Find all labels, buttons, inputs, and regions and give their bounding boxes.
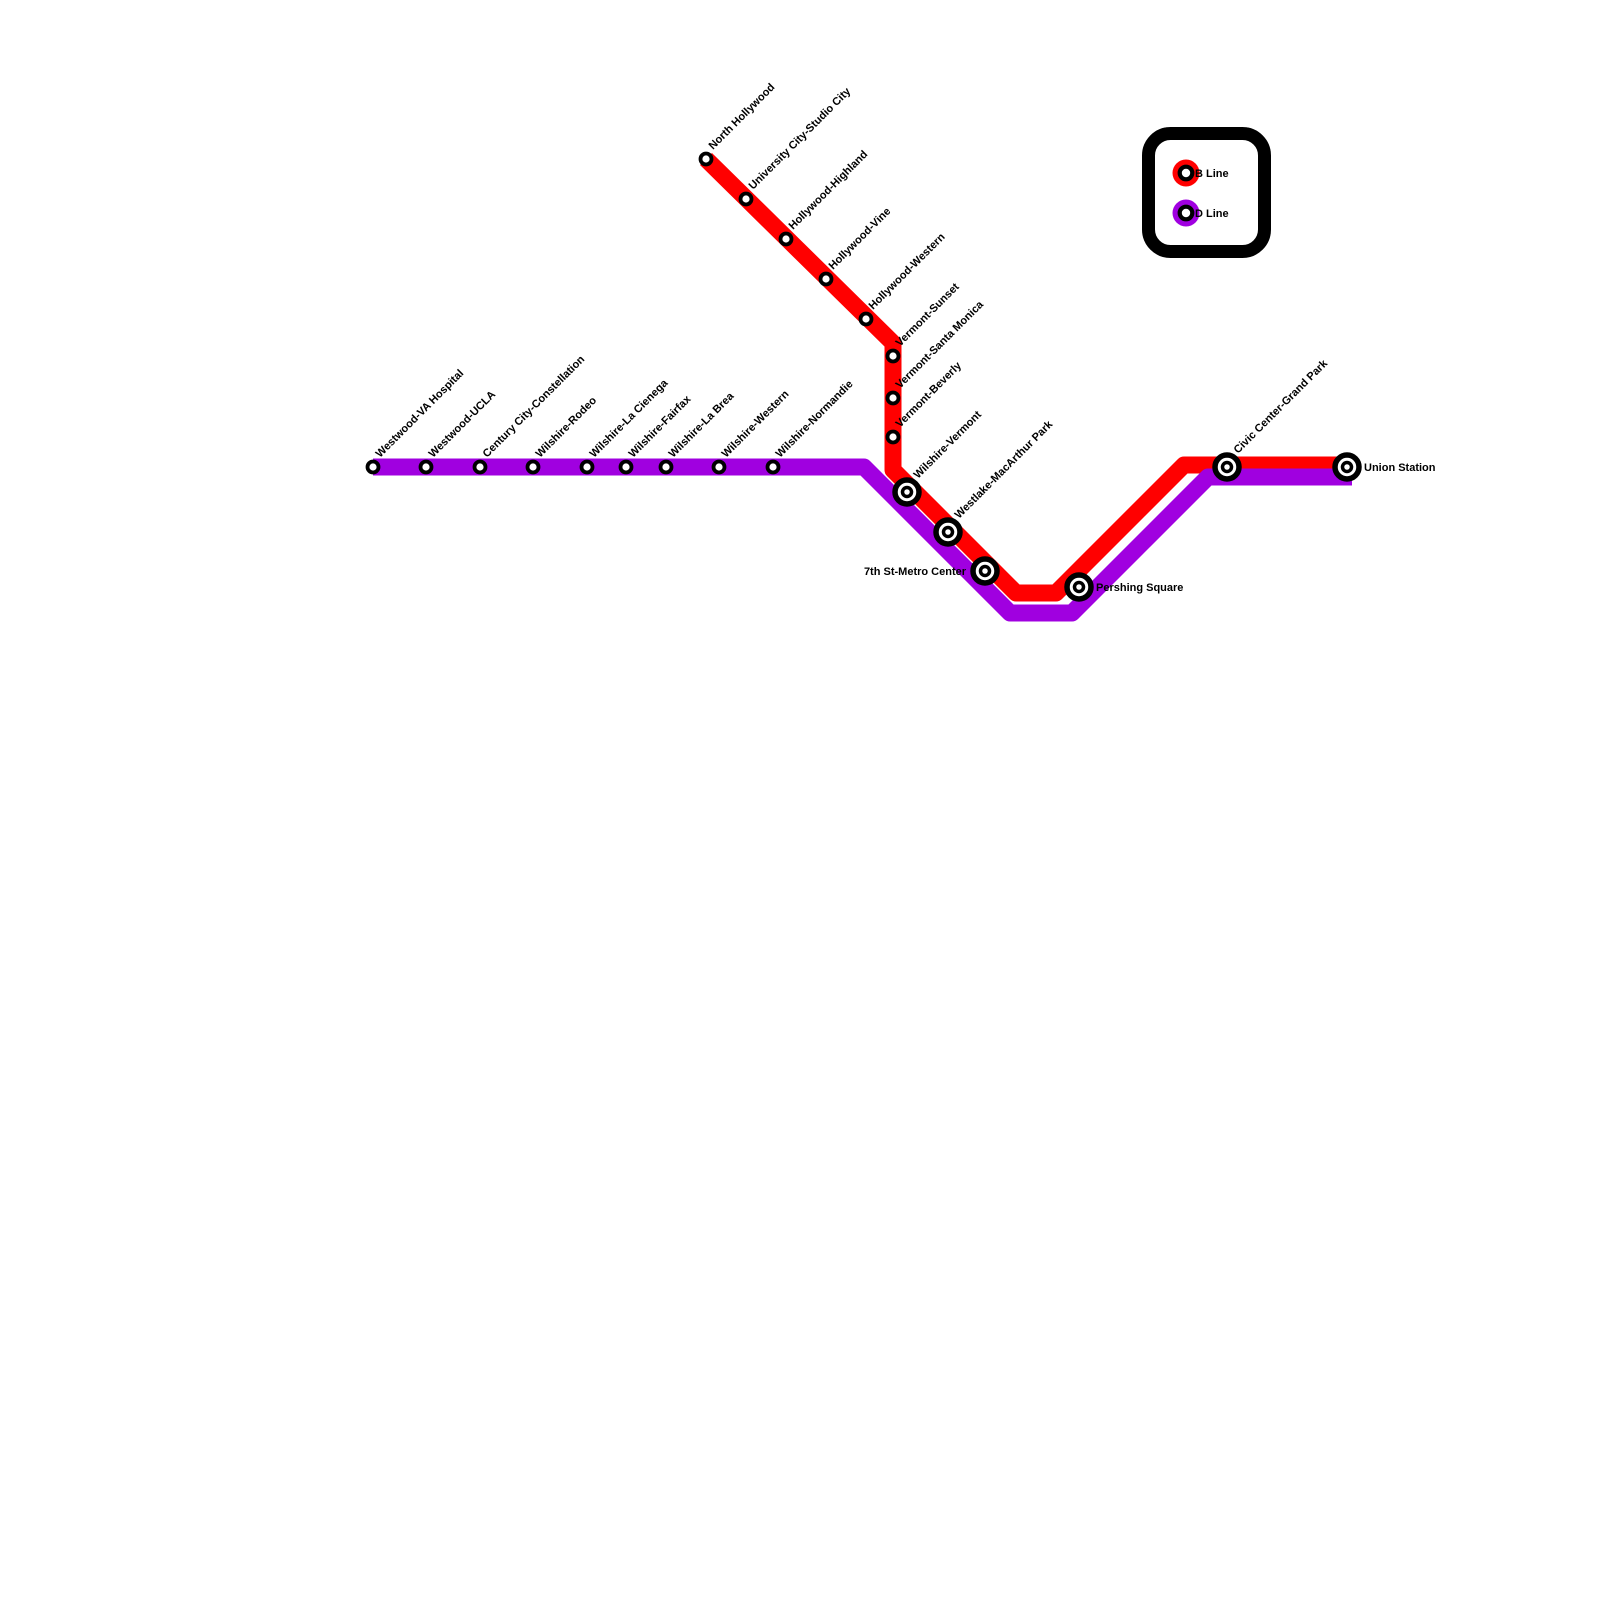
station-dot [698,151,714,167]
station-dot [525,459,541,475]
station-dot [858,311,874,327]
station-label-hollywood-vine: Hollywood-Vine [827,205,894,272]
station-marker-wilshire-rodeo [525,459,541,475]
station-marker-union-station [1332,452,1362,482]
legend-item-d-line: D Line [1172,199,1229,227]
station-marker-hollywood-western [858,311,874,327]
station-dot [711,459,727,475]
station-marker-wilshire-vermont [892,477,922,507]
station-dot [618,459,634,475]
interchange-ring-inner [1220,460,1234,474]
station-marker-wilshire-normandie [765,459,781,475]
station-marker-university-city-studio-city [738,191,754,207]
station-label-7th-st-metro-center: 7th St-Metro Center [864,566,967,578]
station-label-westwood-va-hospital: Westwood-VA Hospital [374,368,467,461]
station-dot [418,459,434,475]
station-dot [658,459,674,475]
station-marker-hollywood-vine [818,271,834,287]
legend: B Line D Line [1142,127,1271,258]
station-label-westlake-macarthur-park: Westlake-MacArthur Park [953,418,1056,521]
legend-station-ring [1177,204,1195,222]
interchange-ring-inner [978,564,992,578]
legend-station-ring [1177,164,1195,182]
station-marker-7th-st-metro-center [970,556,1000,586]
station-dot [738,191,754,207]
station-label-hollywood-highland: Hollywood-Highland [787,148,871,232]
station-marker-north-hollywood [698,151,714,167]
station-dot [885,348,901,364]
station-marker-vermont-sunset [885,348,901,364]
station-marker-wilshire-la-cienega [579,459,595,475]
station-markers [365,151,1362,602]
station-label-civic-center-grand-park: Civic Center-Grand Park [1232,357,1331,456]
station-marker-hollywood-highland [778,231,794,247]
interchange-ring-inner [941,525,955,539]
station-marker-westwood-va-hospital [365,459,381,475]
station-label-union-station: Union Station [1364,462,1436,474]
station-marker-wilshire-western [711,459,727,475]
station-label-wilshire-normandie: Wilshire-Normandie [774,378,856,460]
station-marker-westwood-ucla [418,459,434,475]
station-label-north-hollywood: North Hollywood [707,81,778,152]
station-label-century-city-constellation: Century City-Constellation [481,353,588,460]
station-dot [472,459,488,475]
station-dot [885,429,901,445]
interchange-ring-inner [1072,580,1086,594]
station-dot [579,459,595,475]
station-marker-vermont-santa-monica [885,390,901,406]
legend-item-b-line: B Line [1172,159,1229,187]
station-marker-wilshire-fairfax [618,459,634,475]
station-dot [365,459,381,475]
station-marker-westlake-macarthur-park [933,517,963,547]
b-line-path [700,152,1352,602]
station-dot [778,231,794,247]
station-marker-vermont-beverly [885,429,901,445]
station-label-pershing-square: Pershing Square [1096,582,1183,594]
station-label-wilshire-vermont: Wilshire-Vermont [912,409,985,482]
station-label-vermont-beverly: Vermont-Beverly [894,359,965,430]
station-marker-century-city-constellation [472,459,488,475]
interchange-ring-inner [900,485,914,499]
station-marker-wilshire-la-brea [658,459,674,475]
interchange-ring-inner [1340,460,1354,474]
station-dot [818,271,834,287]
d-line-path [373,458,1352,622]
station-marker-pershing-square [1064,572,1094,602]
station-dot [765,459,781,475]
station-marker-civic-center-grand-park [1212,452,1242,482]
station-dot [885,390,901,406]
legend-label-d-line: D Line [1195,208,1229,220]
legend-label-b-line: B Line [1195,168,1229,180]
legend-box [1142,127,1271,258]
